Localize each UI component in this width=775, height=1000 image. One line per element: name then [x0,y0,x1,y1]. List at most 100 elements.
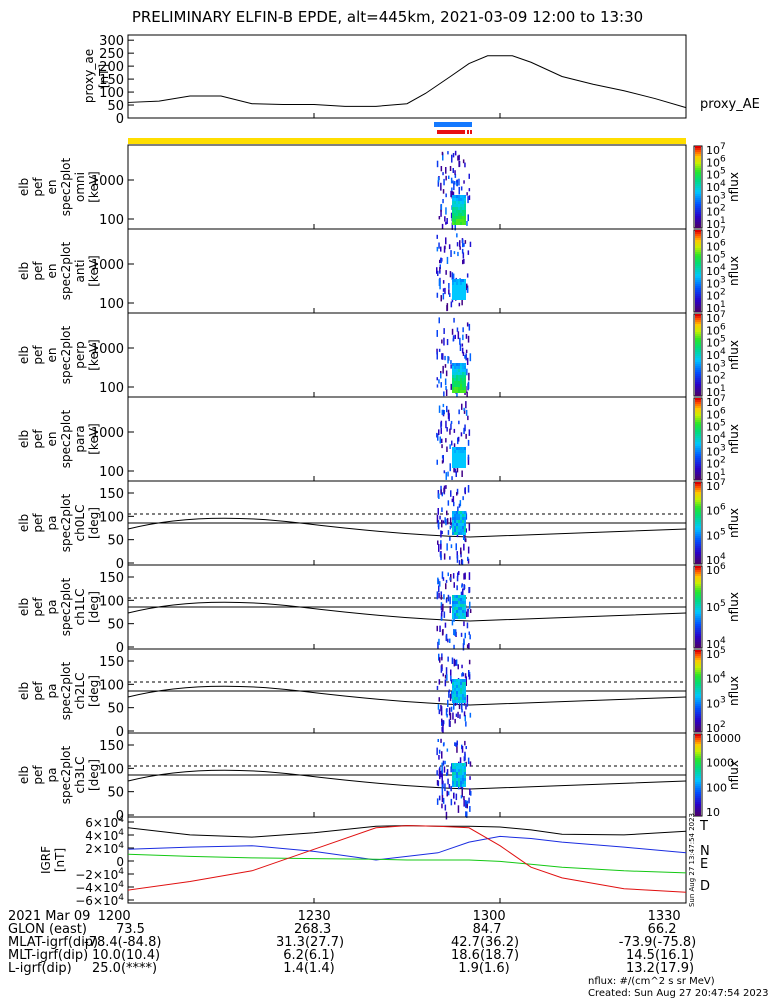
flux-cell [451,328,454,335]
footer-value: -73.9(-75.8) [618,935,697,950]
flux-cell [458,288,460,291]
igrf-ytick-label: 4×104 [85,828,124,843]
colorbar-cell [695,264,701,266]
flux-cell [456,381,458,384]
flux-cell [462,604,464,607]
flux-cell [464,294,466,297]
flux-cell [468,323,471,331]
panel-ylabel: pef [31,177,45,197]
flux-cell [463,409,466,414]
flux-cell [456,523,458,526]
flux-cell [456,453,458,456]
flux-cell [452,712,454,720]
colorbar-cell [695,642,701,644]
flux-cell [453,629,455,636]
colorbar-cell [695,360,701,362]
flux-cell [458,679,460,682]
colorbar-cell [695,780,701,782]
footer-value: 1300 [472,909,506,924]
panel-ylabel: pa [45,768,59,783]
flux-cell [464,462,466,465]
colorbar-label: nflux [727,592,741,622]
flux-cell [436,780,439,786]
flux-cell [466,391,468,397]
colorbar-cell [695,358,701,360]
flux-cell [452,604,454,607]
flux-cell [456,467,459,473]
flux-cell [458,571,460,575]
colorbar-cell [695,370,701,372]
flux-cell [451,498,454,503]
colorbar-cell [695,262,701,264]
flux-cell [466,192,468,196]
flux-cell [454,529,456,532]
flux-cell [464,282,466,285]
flux-cell [452,222,454,225]
panel-frame [127,144,687,230]
flux-cell [447,409,450,415]
flux-cell [468,173,470,179]
colorbar-cell [695,610,701,612]
colorbar-cell [695,566,701,568]
colorbar-cell [695,450,701,452]
igrf-legend-N: N [700,844,710,859]
flux-cell [462,334,464,341]
colorbar-cell [695,494,701,496]
flux-cell [456,372,458,375]
flux-cell [464,610,466,613]
flux-cell [457,711,459,718]
flux-cell [440,602,443,609]
panel-ylabel: en [45,264,59,279]
colorbar-cell [695,562,701,564]
flux-cell [456,291,458,294]
flux-cell [458,291,460,294]
loss-cone-line [127,601,687,622]
flux-cell [443,611,446,618]
panel-ylabel: pa [45,516,59,531]
flux-cell [447,656,449,662]
flux-cell [462,610,464,613]
colorbar-cell [695,576,701,578]
flux-cell [438,317,440,324]
flux-cell [458,375,460,378]
flux-cell [454,775,456,778]
flux-cell [452,210,454,213]
panel-ytick-label: 100 [99,465,124,480]
colorbar-cell [695,246,701,248]
flux-cell [438,493,440,499]
colorbar-cell [695,624,701,626]
flux-cell [456,201,458,204]
colorbar-cell [695,684,701,686]
flux-cell [466,221,468,226]
footer-value: 1330 [647,909,681,924]
flux-cell [460,532,462,535]
flux-cell [449,606,451,613]
igrf-ylabel: IGRF [39,846,53,874]
flux-cell [442,199,444,204]
flux-cell [440,591,442,598]
ae-ytick-label: 100 [99,86,124,101]
flux-cell [456,216,458,219]
flux-cell [468,372,470,381]
colorbar-cell [695,464,701,466]
colorbar-tick-label: 101 [706,384,726,399]
colorbar-cell [695,346,701,348]
colorbar-cell [695,748,701,750]
flux-cell [441,667,443,671]
flux-cell [460,294,462,297]
flux-cell [438,592,440,599]
flux-cell [456,294,458,297]
flux-cell [462,691,464,694]
flux-cell [463,573,465,580]
flux-cell [436,348,438,355]
ae-ytick-label: 50 [107,99,124,114]
flux-cell [449,166,452,171]
flux-cell [455,543,457,551]
panel-ytick-label: 50 [107,618,124,633]
flux-cell [440,422,442,428]
flux-cell [458,769,460,772]
colorbar-cell [695,376,701,378]
flux-cell [462,210,464,213]
flux-cell [469,788,471,796]
colorbar-cell [695,442,701,444]
